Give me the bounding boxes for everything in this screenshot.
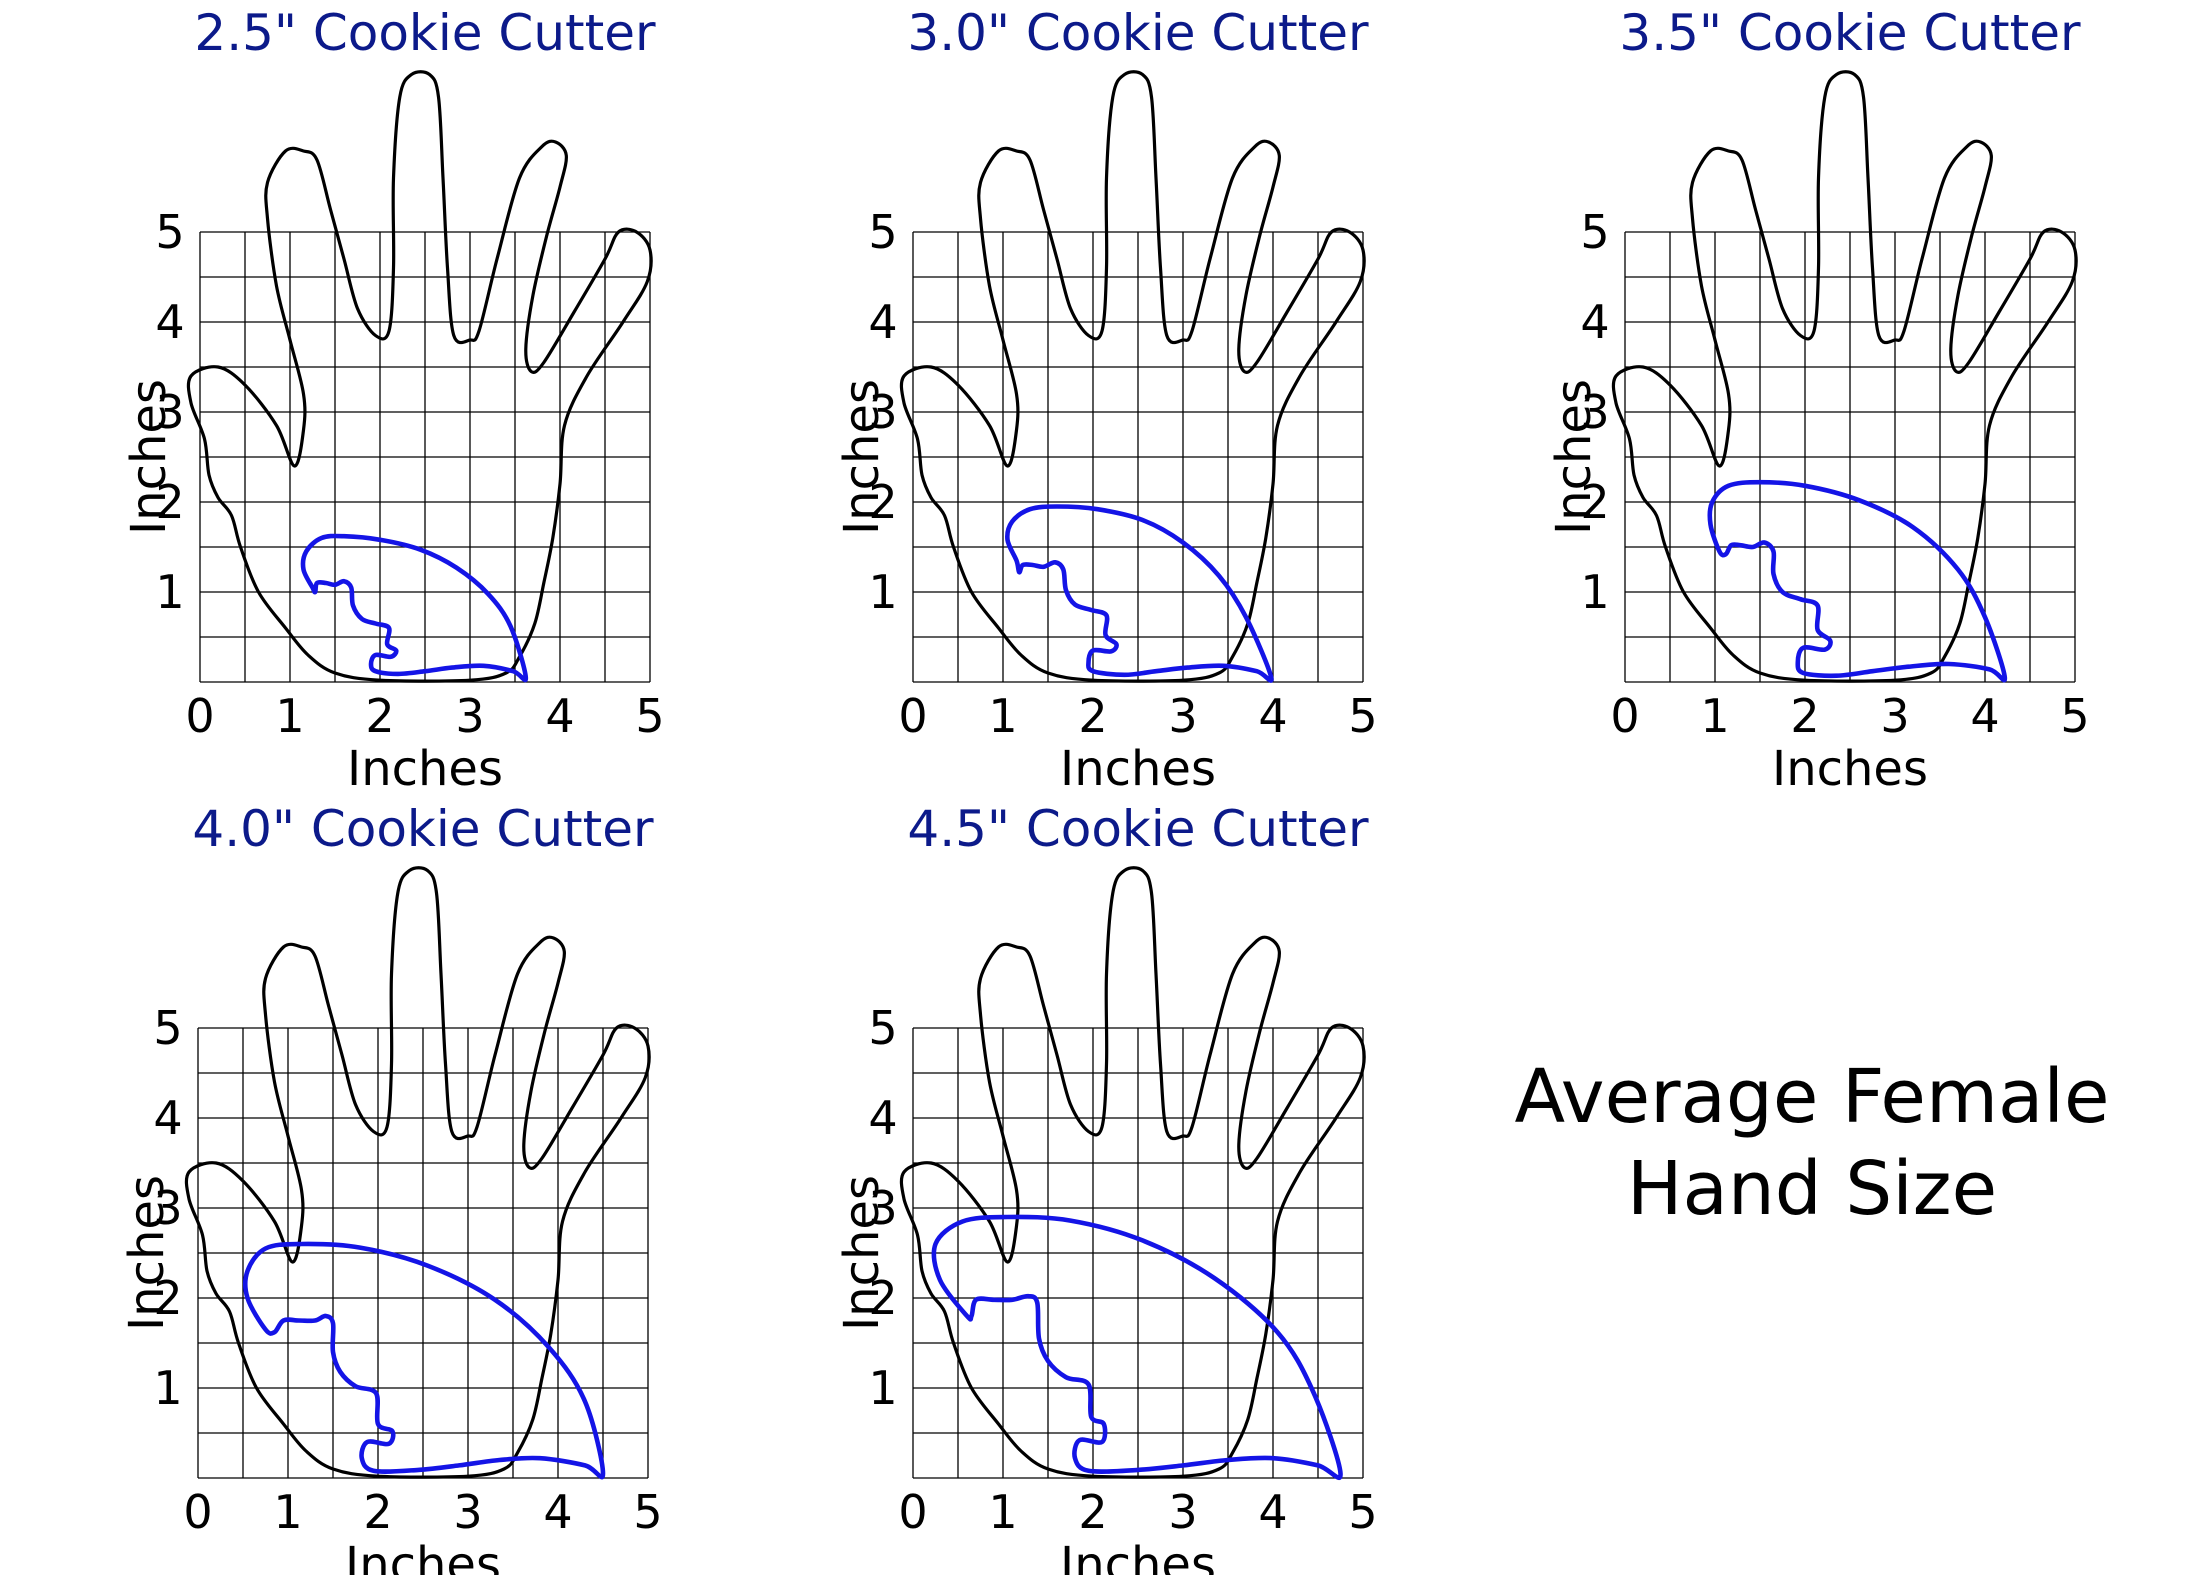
y-tick-label: 5 (1580, 205, 1609, 259)
grid (912, 1027, 1364, 1479)
y-tick-label: 4 (155, 295, 184, 349)
x-tick-label: 5 (635, 689, 664, 743)
cookie-cutter-outline (1005, 504, 1274, 683)
grid (199, 231, 651, 683)
x-tick-label: 0 (898, 1485, 927, 1539)
x-axis-label: Inches (1060, 741, 1216, 797)
y-tick-label: 3 (868, 385, 897, 439)
y-tick-label: 3 (1580, 385, 1609, 439)
x-tick-label: 0 (1610, 689, 1639, 743)
y-tick-label: 2 (868, 1271, 897, 1325)
x-tick-label: 0 (183, 1485, 212, 1539)
x-tick-label: 4 (1258, 689, 1287, 743)
x-tick-label: 2 (1078, 689, 1107, 743)
x-tick-label: 2 (1078, 1485, 1107, 1539)
y-tick-label: 3 (153, 1181, 182, 1235)
x-tick-label: 4 (543, 1485, 572, 1539)
x-tick-label: 1 (988, 689, 1017, 743)
x-axis-label: Inches (345, 1537, 501, 1575)
hand-outline (899, 866, 1366, 1479)
y-axis-label: Inches (1546, 379, 1602, 535)
x-tick-label: 5 (1348, 689, 1377, 743)
y-tick-label: 5 (155, 205, 184, 259)
x-tick-label: 5 (633, 1485, 662, 1539)
hand-outline (899, 70, 1366, 683)
cookie-cutter-outline (931, 1214, 1343, 1481)
x-tick-label: 1 (273, 1485, 302, 1539)
panel-title: 3.0" Cookie Cutter (907, 4, 1369, 62)
caption-line-2: Hand Size (1627, 1146, 1997, 1232)
panel-4: 4.0" Cookie Cutter 0 1 2 3 4 5 1 2 3 4 5 Inches Inche… (119, 800, 663, 1575)
hand-outline (184, 866, 651, 1479)
panel-5: 4.5" Cookie Cutter 0 1 2 3 4 5 1 2 3 4 5 Inches Inche… (834, 800, 1378, 1575)
cookie-cutter-outline (242, 1241, 606, 1480)
x-tick-label: 2 (363, 1485, 392, 1539)
hand-outline (186, 70, 653, 683)
y-tick-label: 4 (153, 1091, 182, 1145)
panel-3: 3.5" Cookie Cutter 0 1 2 3 4 5 1 2 3 4 5 Inches Inche… (1546, 4, 2090, 797)
y-tick-label: 2 (1580, 475, 1609, 529)
y-tick-label: 1 (1580, 565, 1609, 619)
y-axis-label: Inches (119, 1175, 175, 1331)
y-tick-label: 2 (155, 475, 184, 529)
panel-title: 4.0" Cookie Cutter (192, 800, 654, 858)
y-axis-label: Inches (834, 379, 890, 535)
x-axis-label: Inches (1772, 741, 1928, 797)
y-tick-label: 1 (155, 565, 184, 619)
panel-title: 4.5" Cookie Cutter (907, 800, 1369, 858)
x-tick-label: 4 (1258, 1485, 1287, 1539)
x-tick-label: 0 (898, 689, 927, 743)
cookie-cutter-outline (300, 533, 529, 683)
y-tick-label: 5 (868, 1001, 897, 1055)
y-axis-label: Inches (834, 1175, 890, 1331)
x-tick-label: 4 (1970, 689, 1999, 743)
y-tick-label: 1 (153, 1361, 182, 1415)
x-tick-label: 2 (365, 689, 394, 743)
x-tick-label: 1 (1700, 689, 1729, 743)
cookie-cutter-outline (1707, 479, 2008, 683)
panel-2: 3.0" Cookie Cutter 0 1 2 3 4 5 1 2 3 4 5 Inches Inche… (834, 4, 1378, 797)
y-tick-label: 3 (155, 385, 184, 439)
x-axis-label: Inches (347, 741, 503, 797)
y-tick-label: 4 (868, 1091, 897, 1145)
y-tick-label: 2 (868, 475, 897, 529)
y-tick-label: 1 (868, 565, 897, 619)
x-tick-label: 3 (453, 1485, 482, 1539)
x-tick-label: 4 (545, 689, 574, 743)
panel-title: 2.5" Cookie Cutter (194, 4, 656, 62)
panel-title: 3.5" Cookie Cutter (1619, 4, 2081, 62)
x-tick-label: 3 (1168, 689, 1197, 743)
x-tick-label: 3 (1880, 689, 1909, 743)
y-tick-label: 3 (868, 1181, 897, 1235)
y-tick-label: 4 (868, 295, 897, 349)
y-tick-label: 5 (868, 205, 897, 259)
x-tick-label: 0 (185, 689, 214, 743)
y-tick-label: 4 (1580, 295, 1609, 349)
x-tick-label: 5 (2060, 689, 2089, 743)
x-tick-label: 3 (1168, 1485, 1197, 1539)
x-tick-label: 2 (1790, 689, 1819, 743)
y-axis-label: Inches (121, 379, 177, 535)
x-tick-label: 5 (1348, 1485, 1377, 1539)
x-tick-label: 3 (455, 689, 484, 743)
x-axis-label: Inches (1060, 1537, 1216, 1575)
caption: Average Female Hand Size (1515, 1054, 2110, 1232)
caption-line-1: Average Female (1515, 1054, 2110, 1140)
grid (912, 231, 1364, 683)
x-tick-label: 1 (275, 689, 304, 743)
y-tick-label: 2 (153, 1271, 182, 1325)
x-tick-label: 1 (988, 1485, 1017, 1539)
y-tick-label: 1 (868, 1361, 897, 1415)
panel-1: 2.5" Cookie Cutter 0 1 2 3 4 5 1 2 3 4 5 Inches Inche… (121, 4, 665, 797)
y-tick-label: 5 (153, 1001, 182, 1055)
hand-outline (1611, 70, 2078, 683)
